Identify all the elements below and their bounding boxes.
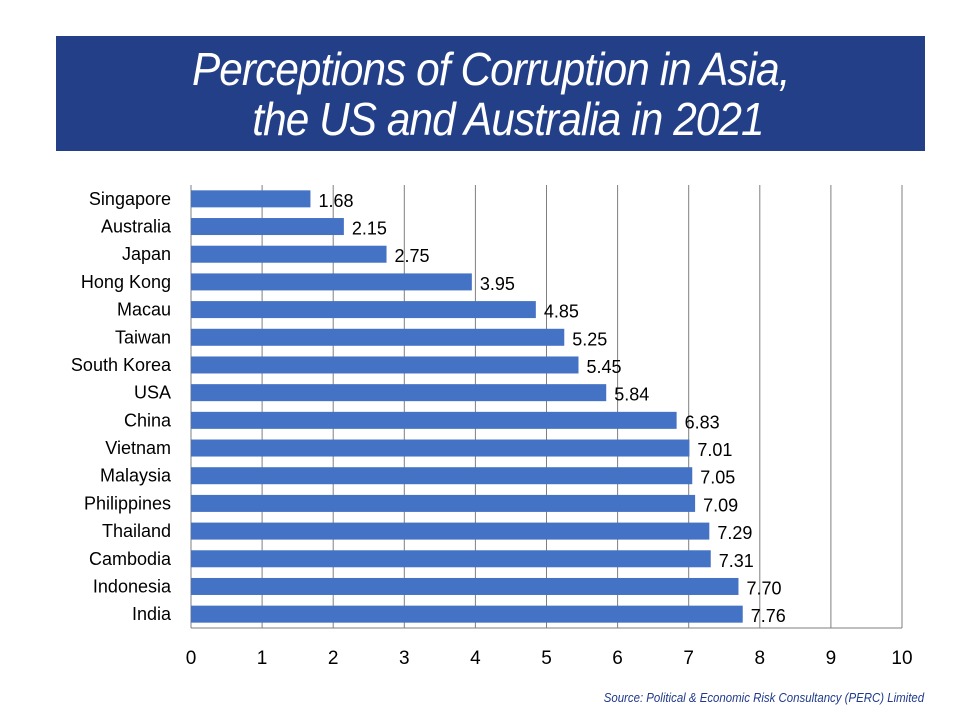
bar: [191, 273, 472, 291]
chart-title-line-1: Perceptions of Corruption in Asia,: [191, 42, 790, 95]
x-tick-label: 7: [683, 648, 694, 669]
value-label: 5.25: [572, 329, 607, 349]
bar: [191, 190, 311, 208]
bar: [191, 384, 607, 402]
category-label: Singapore: [89, 189, 171, 209]
category-label: China: [124, 410, 172, 430]
value-label: 7.31: [719, 551, 754, 571]
value-label: 1.68: [318, 191, 353, 211]
category-label: Vietnam: [105, 438, 171, 458]
category-label: Japan: [122, 244, 171, 264]
value-label: 3.95: [480, 274, 515, 294]
x-tick-label: 9: [826, 648, 837, 669]
bar: [191, 328, 565, 346]
value-label: 5.45: [586, 357, 621, 377]
x-tick-label: 8: [755, 648, 766, 669]
x-tick-label: 2: [328, 648, 339, 669]
value-label: 7.76: [751, 606, 786, 626]
value-label: 5.84: [614, 385, 649, 405]
x-tick-label: 6: [612, 648, 623, 669]
bar: [191, 494, 696, 512]
bar: [191, 411, 677, 429]
category-label: India: [132, 604, 172, 624]
category-label: Macau: [117, 300, 171, 320]
x-tick-label: 1: [257, 648, 268, 669]
bar: [191, 245, 387, 263]
category-label: Malaysia: [100, 466, 172, 486]
chart-title-line-2: the US and Australia in 2021: [251, 92, 764, 145]
value-label: 7.09: [703, 495, 738, 515]
category-label: Indonesia: [93, 576, 172, 596]
category-label: South Korea: [71, 355, 172, 375]
bar: [191, 522, 710, 540]
x-tick-label: 4: [470, 648, 481, 669]
title-band: Perceptions of Corruption in Asia, the U…: [56, 36, 925, 151]
category-label: Taiwan: [115, 327, 171, 347]
value-label: 6.83: [685, 412, 720, 432]
value-label: 7.05: [700, 468, 735, 488]
bar: [191, 467, 693, 485]
value-label: 7.29: [717, 523, 752, 543]
value-label: 2.75: [395, 246, 430, 266]
value-label: 2.15: [352, 219, 387, 239]
category-label: Australia: [101, 217, 172, 237]
category-label: Hong Kong: [81, 272, 171, 292]
bar: [191, 605, 743, 623]
category-label: Philippines: [84, 493, 171, 513]
category-label: USA: [134, 383, 171, 403]
bar: [191, 301, 536, 319]
bar: [191, 550, 711, 568]
bar: [191, 439, 690, 457]
source-note: Source: Political & Economic Risk Consul…: [603, 690, 924, 705]
value-label: 7.01: [697, 440, 732, 460]
bar: [191, 577, 739, 595]
x-tick-label: 3: [399, 648, 410, 669]
category-label: Cambodia: [89, 549, 172, 569]
bar: [191, 218, 344, 236]
value-label: 7.70: [746, 578, 781, 598]
x-tick-label: 10: [891, 648, 912, 669]
x-tick-label: 0: [186, 648, 197, 669]
x-tick-label: 5: [541, 648, 552, 669]
category-label: Thailand: [102, 521, 171, 541]
bar: [191, 356, 579, 374]
value-label: 4.85: [544, 302, 579, 322]
